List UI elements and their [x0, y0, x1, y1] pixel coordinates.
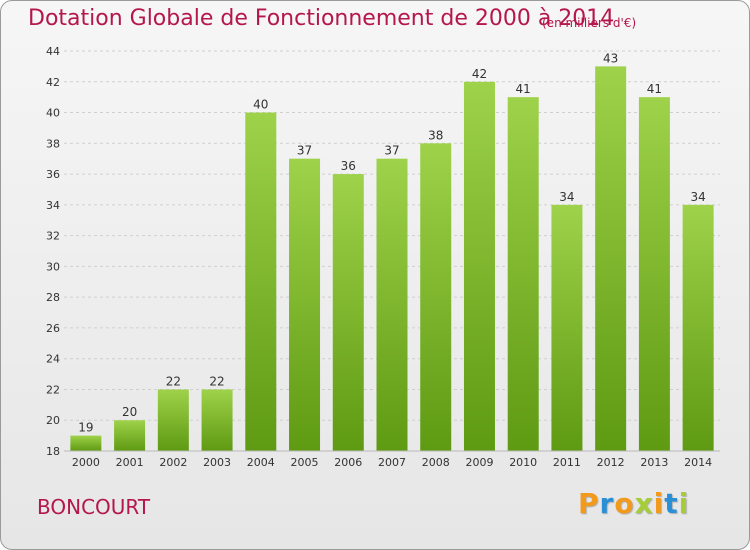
- logo-letter: i: [653, 487, 665, 520]
- y-tick-label: 38: [46, 137, 60, 150]
- x-tick-label: 2005: [291, 456, 319, 469]
- y-tick-label: 34: [46, 199, 60, 212]
- x-tick-label: 2011: [553, 456, 581, 469]
- bar-2002: [157, 389, 189, 451]
- y-tick-label: 32: [46, 230, 60, 243]
- chart-subtitle: (en milliers d'€): [542, 16, 637, 30]
- y-tick-label: 44: [46, 45, 60, 58]
- x-tick-label: 2007: [378, 456, 406, 469]
- x-tick-label: 2010: [509, 456, 537, 469]
- bar-2011: [551, 204, 583, 451]
- y-tick-label: 28: [46, 291, 60, 304]
- data-label-2006: 36: [341, 159, 356, 173]
- logo-letter: o: [614, 487, 635, 520]
- data-label-2002: 22: [166, 374, 181, 388]
- y-tick-label: 22: [46, 383, 60, 396]
- bar-2004: [245, 112, 277, 452]
- data-label-2009: 42: [472, 67, 487, 81]
- y-tick-label: 40: [46, 107, 60, 120]
- x-tick-label: 2001: [116, 456, 144, 469]
- logo-letter: P: [578, 487, 600, 520]
- bar-2008: [420, 143, 452, 452]
- x-axis-ticks: 2000 2001 2002 2003 2004 2005 2006 2007 2008 2009…: [72, 456, 712, 469]
- bars: [70, 66, 714, 452]
- x-tick-label: 2013: [640, 456, 668, 469]
- x-tick-label: 2000: [72, 456, 100, 469]
- data-label-2011: 34: [559, 190, 574, 204]
- data-label-2004: 40: [253, 98, 268, 112]
- x-tick-label: 2006: [334, 456, 362, 469]
- data-label-2013: 41: [647, 82, 662, 96]
- logo-letter: r: [599, 487, 615, 520]
- y-tick-label: 26: [46, 322, 60, 335]
- x-tick-label: 2009: [465, 456, 493, 469]
- bar-2009: [463, 81, 495, 452]
- y-tick-label: 20: [46, 414, 60, 427]
- y-tick-label: 18: [46, 445, 60, 458]
- y-tick-label: 30: [46, 260, 60, 273]
- data-label-2003: 22: [209, 374, 224, 388]
- data-label-2008: 38: [428, 128, 443, 142]
- y-tick-label: 24: [46, 353, 60, 366]
- x-tick-label: 2014: [684, 456, 712, 469]
- proxiti-logo: Proxiti: [578, 487, 689, 520]
- y-tick-label: 42: [46, 76, 60, 89]
- logo-letter: t: [664, 487, 679, 520]
- bar-2007: [376, 158, 408, 451]
- y-tick-label: 36: [46, 168, 60, 181]
- bar-2010: [507, 97, 539, 452]
- data-label-2012: 43: [603, 51, 618, 65]
- logo-letter: x: [634, 487, 654, 520]
- x-tick-label: 2004: [247, 456, 275, 469]
- data-label-2005: 37: [297, 144, 312, 158]
- data-label-2014: 34: [690, 190, 705, 204]
- data-labels: 19 20 22 22 40 37 36 37 38 42 41 34 43 41 34: [78, 51, 706, 434]
- commune-name: BONCOURT: [37, 495, 151, 519]
- x-tick-label: 2008: [422, 456, 450, 469]
- bar-2003: [201, 389, 233, 451]
- bar-2014: [682, 204, 714, 451]
- bar-2006: [332, 174, 364, 452]
- bar-2013: [638, 97, 670, 452]
- chart-title: Dotation Globale de Fonctionnement de 20…: [28, 6, 615, 31]
- y-axis-ticks: 18 20 22 24 26 28 30 32 34 36 38 40 42 44: [46, 45, 60, 458]
- data-label-2010: 41: [516, 82, 531, 96]
- data-label-2007: 37: [384, 144, 399, 158]
- bar-2005: [289, 158, 321, 451]
- data-label-2000: 19: [78, 421, 93, 435]
- x-tick-label: 2002: [159, 456, 187, 469]
- logo-letter: i: [678, 487, 690, 520]
- bar-2012: [595, 66, 627, 451]
- data-label-2001: 20: [122, 405, 137, 419]
- x-tick-label: 2003: [203, 456, 231, 469]
- bar-2000: [70, 435, 102, 451]
- bar-2001: [114, 420, 146, 451]
- x-tick-label: 2012: [597, 456, 625, 469]
